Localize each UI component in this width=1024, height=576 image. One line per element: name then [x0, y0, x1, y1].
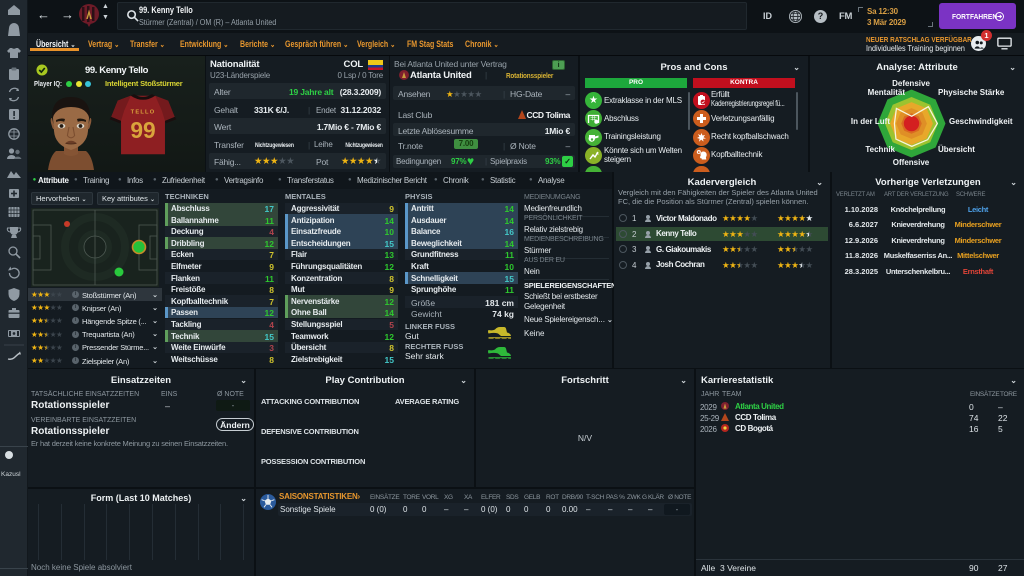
svg-text:TELLO: TELLO — [131, 110, 156, 116]
svg-text:99: 99 — [130, 117, 155, 143]
